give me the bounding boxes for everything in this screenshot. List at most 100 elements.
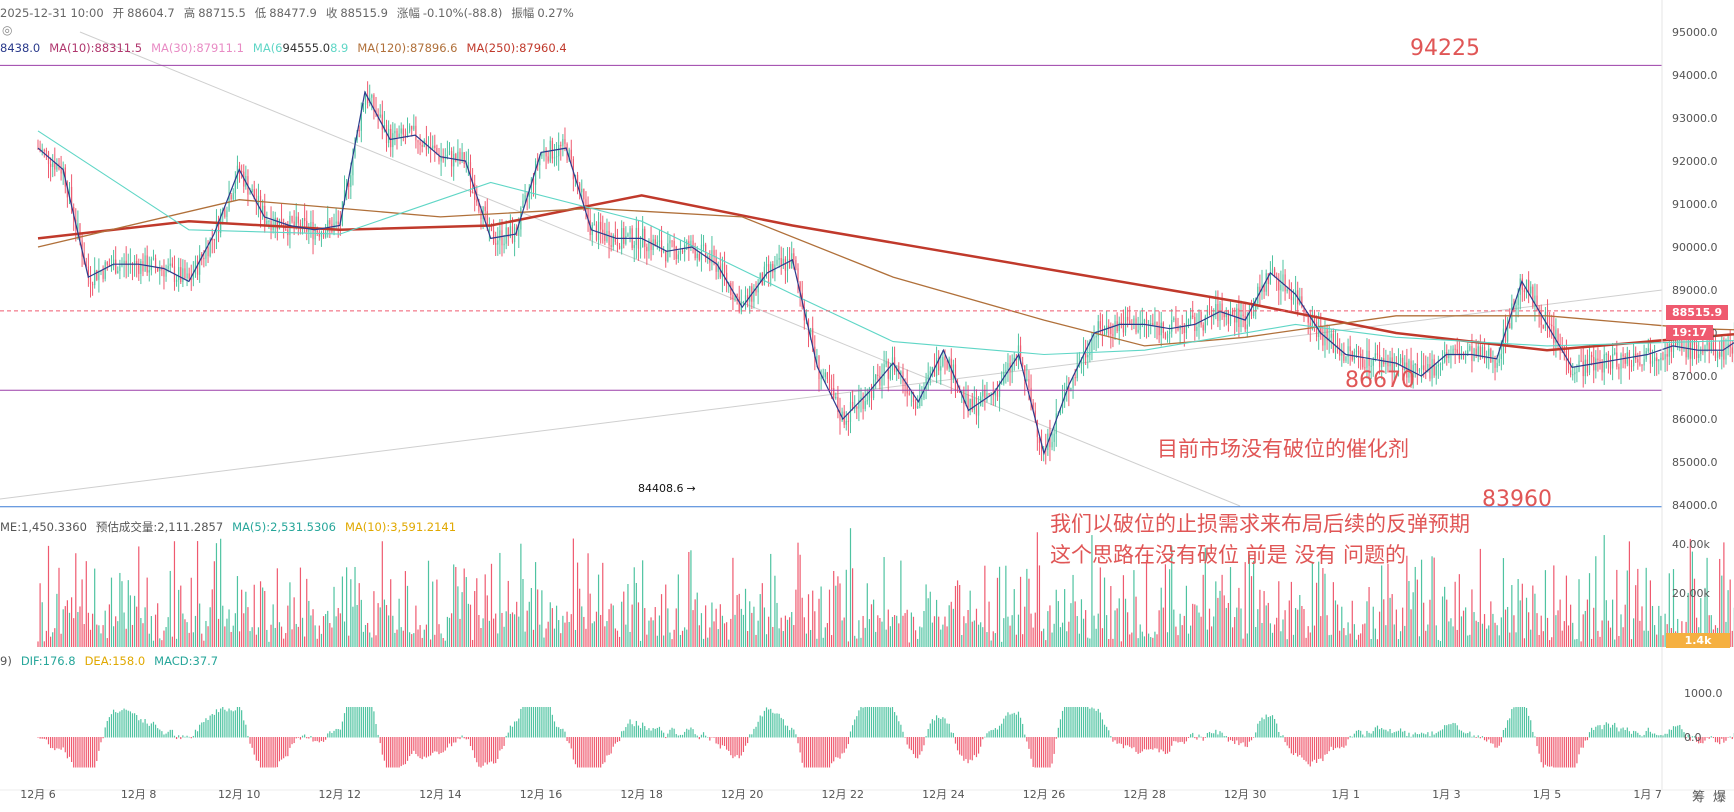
volume-bar xyxy=(1353,624,1355,647)
volume-bar xyxy=(1307,626,1309,647)
volume-bar xyxy=(765,634,768,647)
macd-histogram-bar xyxy=(1294,737,1297,754)
volume-bar xyxy=(1280,631,1282,647)
macd-histogram-bar xyxy=(1467,733,1469,738)
macd-histogram-bar xyxy=(1219,731,1221,738)
candle-body xyxy=(732,295,734,300)
candle-body xyxy=(285,229,287,231)
volume-bar xyxy=(1177,635,1179,647)
macd-histogram-bar xyxy=(1118,737,1120,744)
volume-bar xyxy=(1057,601,1059,647)
volume-bar xyxy=(390,579,392,647)
volume-bar xyxy=(1641,606,1643,647)
candlestick-series xyxy=(37,81,1734,465)
dif-value: DIF:176.8 xyxy=(20,654,76,668)
candle-body xyxy=(1089,352,1091,355)
volume-bar xyxy=(199,603,201,647)
volume-bar xyxy=(1351,600,1353,647)
volume-bar xyxy=(112,626,115,647)
macd-histogram-bar xyxy=(350,707,352,738)
macd-histogram-bar xyxy=(1368,732,1370,738)
macd-histogram-bar xyxy=(1185,737,1188,742)
liquidation-icon[interactable]: 爆 xyxy=(1713,790,1727,805)
volume-bar xyxy=(648,620,650,647)
candle-body xyxy=(818,356,820,379)
macd-histogram-bar xyxy=(1660,735,1662,738)
macd-histogram-bar xyxy=(194,729,197,738)
eye-toggle-icon[interactable]: ◎ xyxy=(2,23,13,37)
candle-body xyxy=(541,152,543,157)
volume-bar xyxy=(711,602,713,647)
macd-histogram-bar xyxy=(946,723,948,738)
macd-histogram-bar xyxy=(1034,737,1036,768)
volume-bar xyxy=(413,633,415,647)
volume-bar xyxy=(1490,601,1492,647)
candle-body xyxy=(262,205,264,215)
macd-histogram-bar xyxy=(415,737,417,755)
volume-bar xyxy=(1034,612,1036,647)
macd-histogram-bar xyxy=(541,707,543,738)
candle-body xyxy=(379,114,381,117)
candle-body xyxy=(175,279,178,282)
candle-body xyxy=(994,390,996,396)
candle-body xyxy=(184,268,186,279)
candle-body xyxy=(996,390,999,397)
macd-histogram-bar xyxy=(503,737,505,746)
volume-bar xyxy=(763,607,766,647)
macd-histogram-bar xyxy=(1551,737,1553,767)
macd-histogram-bar xyxy=(1639,734,1641,738)
candle-body xyxy=(858,399,860,409)
candle-body xyxy=(736,294,738,297)
chip-distribution-icon[interactable]: 筹 xyxy=(1692,790,1706,805)
macd-histogram-bar xyxy=(1349,735,1351,738)
candle-body xyxy=(1246,324,1248,330)
candle-body xyxy=(1326,328,1328,341)
candle-body xyxy=(1542,324,1544,329)
volume-bar xyxy=(1486,628,1488,647)
volume-bar xyxy=(1574,639,1576,647)
macd-histogram-bar xyxy=(1584,737,1586,741)
macd-histogram-bar xyxy=(1009,714,1011,738)
macd-histogram-bar xyxy=(755,726,757,738)
volume-bar xyxy=(480,627,482,647)
ma-line-ma60 xyxy=(37,130,1734,356)
volume-bar xyxy=(1026,568,1028,647)
price-axis: 95000.094000.093000.092000.091000.090000… xyxy=(1661,0,1723,790)
candle-body xyxy=(1122,323,1125,333)
volume-bar xyxy=(442,638,444,647)
candle-body xyxy=(457,151,459,161)
macd-histogram-bar xyxy=(495,737,497,764)
macd-histogram-bar xyxy=(1563,737,1565,768)
macd-histogram-bar xyxy=(786,725,789,738)
volume-bar xyxy=(749,601,751,647)
candle-body xyxy=(1647,348,1649,352)
candle-body xyxy=(159,268,161,272)
volume-bar xyxy=(1082,618,1085,647)
candle-body xyxy=(839,411,841,421)
macd-histogram-bar xyxy=(62,737,64,748)
volume-bar xyxy=(224,626,226,647)
candle-body xyxy=(1372,358,1374,366)
macd-histogram-bar xyxy=(885,707,887,738)
candle-body xyxy=(1305,311,1307,315)
volume-bar xyxy=(747,630,749,647)
volume-bar xyxy=(117,621,119,647)
macd-histogram-bar xyxy=(131,713,134,738)
candle-body xyxy=(394,131,396,134)
volume-bar xyxy=(465,577,467,647)
volume-bar xyxy=(75,553,77,647)
volume-bar xyxy=(768,616,770,647)
volume-bar xyxy=(1122,575,1125,647)
candle-body xyxy=(377,114,379,117)
candle-body xyxy=(444,158,446,160)
volume-bar xyxy=(1303,609,1305,647)
macd-histogram-bar xyxy=(175,737,178,740)
macd-histogram-bar xyxy=(660,730,663,738)
volume-bar xyxy=(1267,602,1269,647)
macd-histogram-bar xyxy=(1383,729,1385,738)
volume-bar xyxy=(1368,587,1370,647)
macd-histogram-bar xyxy=(639,728,642,738)
volume-bar xyxy=(1635,585,1637,647)
candle-body xyxy=(908,393,910,395)
